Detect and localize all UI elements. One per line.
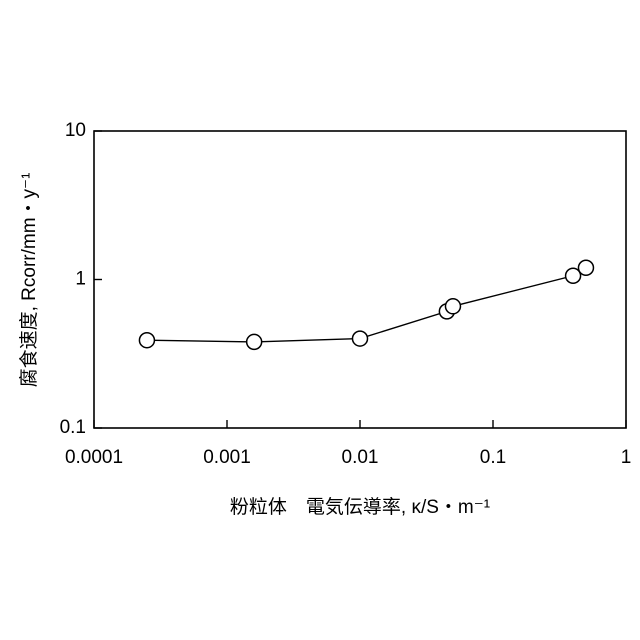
data-point: [139, 333, 154, 348]
plot-frame: [94, 131, 626, 428]
data-point: [578, 260, 593, 275]
data-point: [247, 334, 262, 349]
data-point: [353, 331, 368, 346]
chart: 粉粒体 電気伝導率, κ/S・m⁻¹ 腐食速度, Rcorr/mm・y⁻¹ 0.…: [0, 0, 640, 640]
data-line: [147, 268, 586, 342]
y-tick-label: 1: [75, 269, 86, 290]
y-axis-label: 腐食速度, Rcorr/mm・y⁻¹: [18, 173, 40, 388]
x-axis-label: 粉粒体 電気伝導率, κ/S・m⁻¹: [230, 496, 490, 518]
x-tick-label: 0.0001: [65, 447, 123, 468]
x-tick-label: 0.1: [480, 447, 506, 468]
x-tick-label: 1: [621, 447, 632, 468]
x-tick-label: 0.01: [342, 447, 379, 468]
y-tick-label: 0.1: [60, 417, 86, 438]
y-tick-label: 10: [65, 120, 86, 141]
x-tick-label: 0.001: [203, 447, 251, 468]
data-point: [445, 299, 460, 314]
